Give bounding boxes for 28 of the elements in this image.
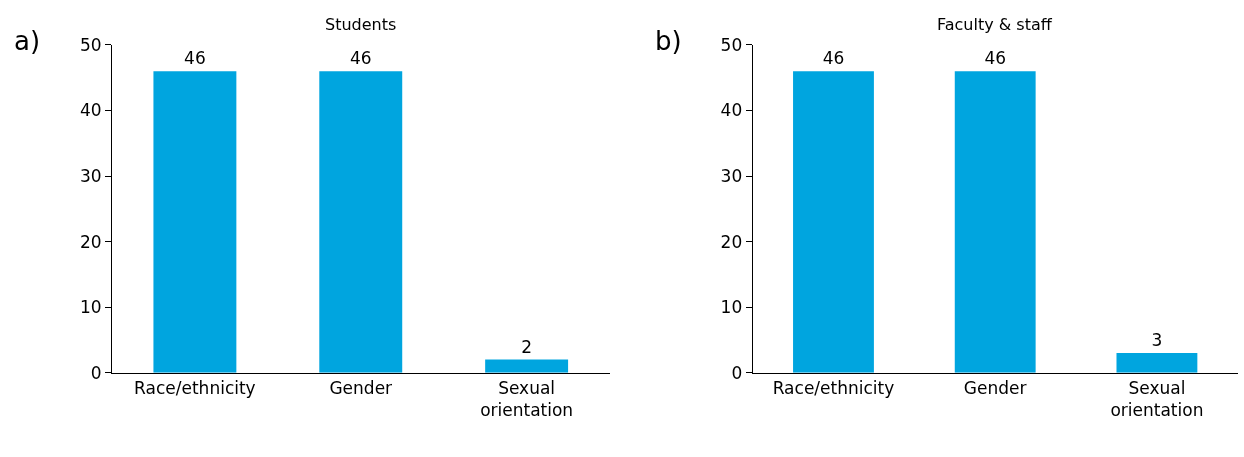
y-tick-label: 40 <box>720 100 743 121</box>
chart-title: Students <box>325 15 397 34</box>
x-tick-label: Gender <box>329 378 393 399</box>
data-label: 3 <box>1151 330 1163 351</box>
data-label: 46 <box>984 48 1007 69</box>
data-label: 46 <box>184 48 206 69</box>
y-tick-label: 20 <box>720 231 743 252</box>
y-tick-label: 0 <box>731 362 743 383</box>
y-tick-label: 10 <box>79 297 102 318</box>
x-tick-label: Sexual orientation <box>480 378 574 421</box>
x-tick-label: Gender <box>963 378 1027 399</box>
x-tick-label: Sexual orientation <box>1110 378 1204 421</box>
y-tick-label: 0 <box>90 362 102 383</box>
x-tick-label: Race/ethnicity <box>134 378 256 399</box>
y-tick-label: 20 <box>79 231 102 252</box>
data-label: 46 <box>822 48 845 69</box>
y-tick-label: 30 <box>720 166 743 187</box>
text: a) <box>14 26 41 56</box>
y-tick-label: 50 <box>720 34 743 55</box>
x-tick-label: Race/ethnicity <box>772 378 895 399</box>
chart-title: Faculty & staff <box>937 15 1053 34</box>
data-label: 46 <box>349 48 372 69</box>
data-label: 2 <box>521 336 533 357</box>
text: b) <box>655 26 682 56</box>
y-tick-label: 10 <box>720 297 743 318</box>
y-tick-label: 30 <box>79 166 102 187</box>
y-tick-label: 40 <box>79 100 102 121</box>
y-tick-label: 50 <box>79 34 102 55</box>
